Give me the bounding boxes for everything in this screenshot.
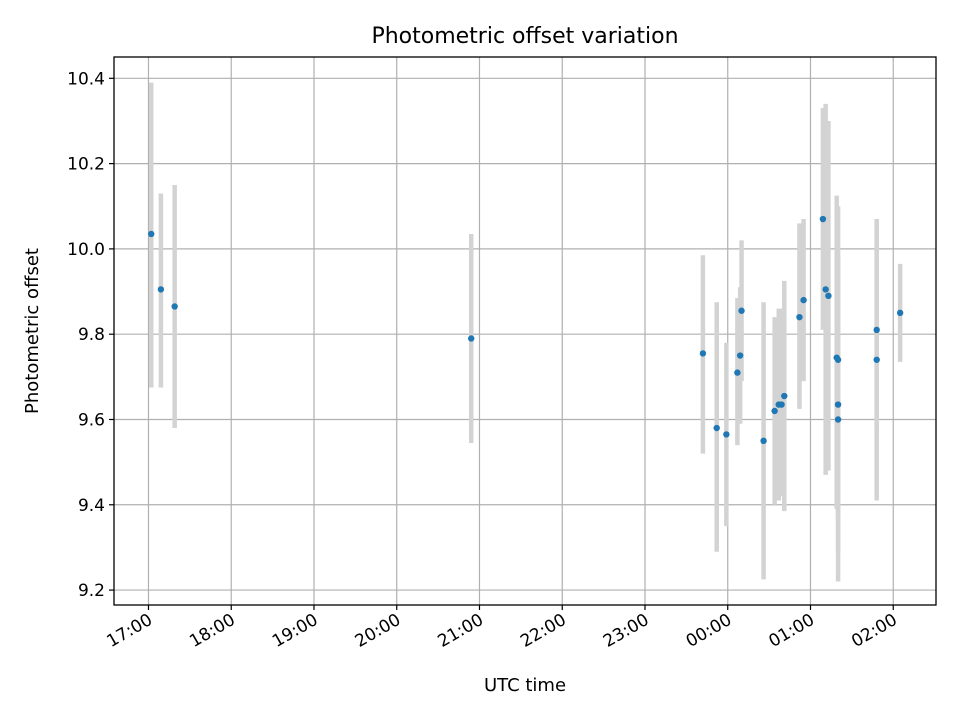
y-tick-label: 9.2 [78, 581, 105, 601]
y-tick-label: 9.4 [78, 496, 105, 516]
y-tick-label: 10.4 [67, 69, 105, 89]
plot-frame [113, 56, 937, 606]
data-point [796, 313, 803, 321]
data-point [760, 437, 767, 445]
grid-layer [114, 57, 936, 605]
x-axis-label: UTC time [484, 675, 566, 696]
data-point [157, 286, 165, 293]
data-point [873, 326, 880, 334]
data-point [713, 424, 720, 432]
data-point [736, 352, 744, 359]
data-point [171, 303, 178, 310]
data-point [771, 407, 778, 415]
data-point [834, 401, 842, 408]
chart-title: Photometric offset variation [371, 24, 678, 49]
data-point [699, 350, 707, 357]
data-point [800, 296, 807, 304]
y-tick-label: 10.0 [67, 240, 105, 260]
data-point [825, 292, 832, 300]
data-point [873, 356, 880, 363]
data-point [834, 356, 842, 363]
data-point [822, 286, 829, 293]
y-tick-label: 9.8 [78, 325, 105, 345]
data-point [148, 230, 155, 238]
data-point [738, 307, 745, 314]
data-point [896, 309, 904, 317]
data-point [723, 431, 730, 438]
data-point [468, 335, 475, 342]
data-point [778, 401, 785, 408]
data-point [819, 215, 827, 223]
y-tick-label: 9.6 [78, 410, 105, 430]
data-point [781, 392, 788, 400]
y-tick-label: 10.2 [67, 155, 105, 175]
data-point [834, 416, 842, 423]
y-axis-label: Photometric offset [22, 248, 43, 414]
points-layer [148, 215, 904, 445]
data-point [734, 369, 741, 376]
